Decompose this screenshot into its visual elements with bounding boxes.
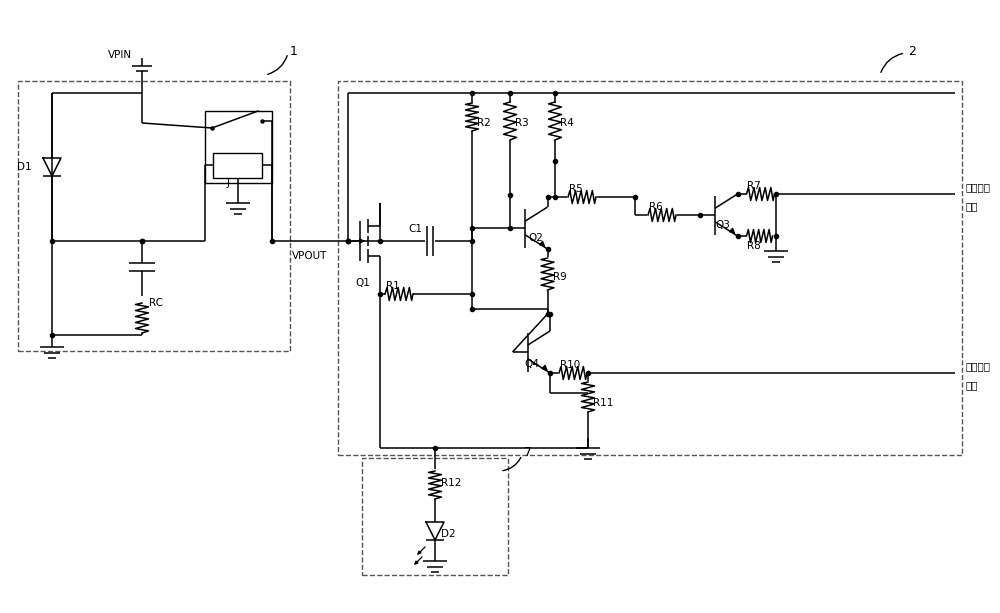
Text: R12: R12 xyxy=(441,478,461,488)
Bar xyxy=(213,153,262,178)
Text: R2: R2 xyxy=(477,118,491,128)
Text: 次级控制: 次级控制 xyxy=(965,361,990,371)
Text: R11: R11 xyxy=(593,398,613,408)
Text: 信号: 信号 xyxy=(965,380,978,390)
Text: R9: R9 xyxy=(552,272,566,282)
Text: VPIN: VPIN xyxy=(108,50,132,60)
Text: Q2: Q2 xyxy=(528,233,543,243)
Text: R5: R5 xyxy=(569,184,583,194)
Text: J: J xyxy=(227,178,230,188)
Text: RC: RC xyxy=(149,298,163,308)
Text: Q1: Q1 xyxy=(355,278,370,288)
Bar xyxy=(338,81,962,455)
Text: R3: R3 xyxy=(515,118,529,128)
Text: D1: D1 xyxy=(17,162,32,172)
Text: 7: 7 xyxy=(524,446,532,460)
Text: Q4: Q4 xyxy=(524,359,539,369)
Text: VPOUT: VPOUT xyxy=(292,251,327,261)
Bar xyxy=(362,458,508,575)
Text: R10: R10 xyxy=(560,360,580,370)
Text: C1: C1 xyxy=(408,224,422,234)
Text: R6: R6 xyxy=(649,202,663,212)
Text: 2: 2 xyxy=(908,45,916,58)
Text: R1: R1 xyxy=(386,281,400,291)
Text: 前级控制: 前级控制 xyxy=(965,182,990,192)
Text: Q3: Q3 xyxy=(715,220,730,230)
Text: R8: R8 xyxy=(748,241,761,251)
Bar xyxy=(205,111,272,183)
Text: R4: R4 xyxy=(560,118,574,128)
Bar xyxy=(18,81,290,351)
Text: 信号: 信号 xyxy=(965,201,978,211)
Text: D2: D2 xyxy=(441,529,456,539)
Text: R7: R7 xyxy=(748,181,761,191)
Text: 1: 1 xyxy=(290,45,298,58)
